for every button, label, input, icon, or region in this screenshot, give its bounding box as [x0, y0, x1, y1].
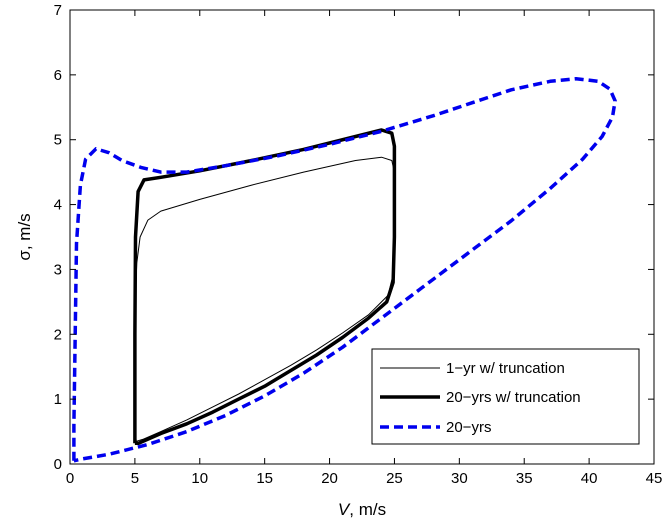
- x-tick-label-4: 20: [321, 470, 338, 487]
- x-axis-label-italic: V: [338, 500, 351, 519]
- x-tick-label-7: 35: [516, 470, 533, 487]
- legend-label-20yrs-trunc: 20−yrs w/ truncation: [446, 389, 581, 406]
- y-tick-label-0: 0: [54, 456, 62, 473]
- y-axis-label: σ, m/s: [15, 213, 34, 260]
- x-tick-label-2: 10: [191, 470, 208, 487]
- x-tick-label-9: 45: [646, 470, 663, 487]
- y-tick-label-6: 6: [54, 67, 62, 84]
- x-tick-label-6: 30: [451, 470, 468, 487]
- series-layer: [72, 76, 617, 463]
- y-tick-label-1: 1: [54, 391, 62, 408]
- plot-frame: [69, 9, 655, 465]
- x-tick-label-0: 0: [66, 470, 74, 487]
- x-axis-label: V, m/s: [338, 500, 386, 519]
- series-line-2: [72, 76, 617, 463]
- legend-label-1yr: 1−yr w/ truncation: [446, 360, 565, 377]
- series-line-1: [133, 128, 397, 445]
- x-tick-label-1: 5: [131, 470, 139, 487]
- y-tick-label-2: 2: [54, 326, 62, 343]
- y-tick-label-7: 7: [54, 2, 62, 19]
- y-tick-label-3: 3: [54, 261, 62, 278]
- x-tick-label-3: 15: [256, 470, 273, 487]
- x-tick-label-8: 40: [581, 470, 598, 487]
- x-axis-label-rest: , m/s: [349, 500, 386, 519]
- legend: 1−yr w/ truncation 20−yrs w/ truncation …: [371, 348, 640, 445]
- legend-label-20yrs: 20−yrs: [446, 419, 491, 436]
- y-tick-label-4: 4: [54, 197, 62, 214]
- y-tick-label-5: 5: [54, 132, 62, 149]
- x-tick-label-5: 25: [386, 470, 403, 487]
